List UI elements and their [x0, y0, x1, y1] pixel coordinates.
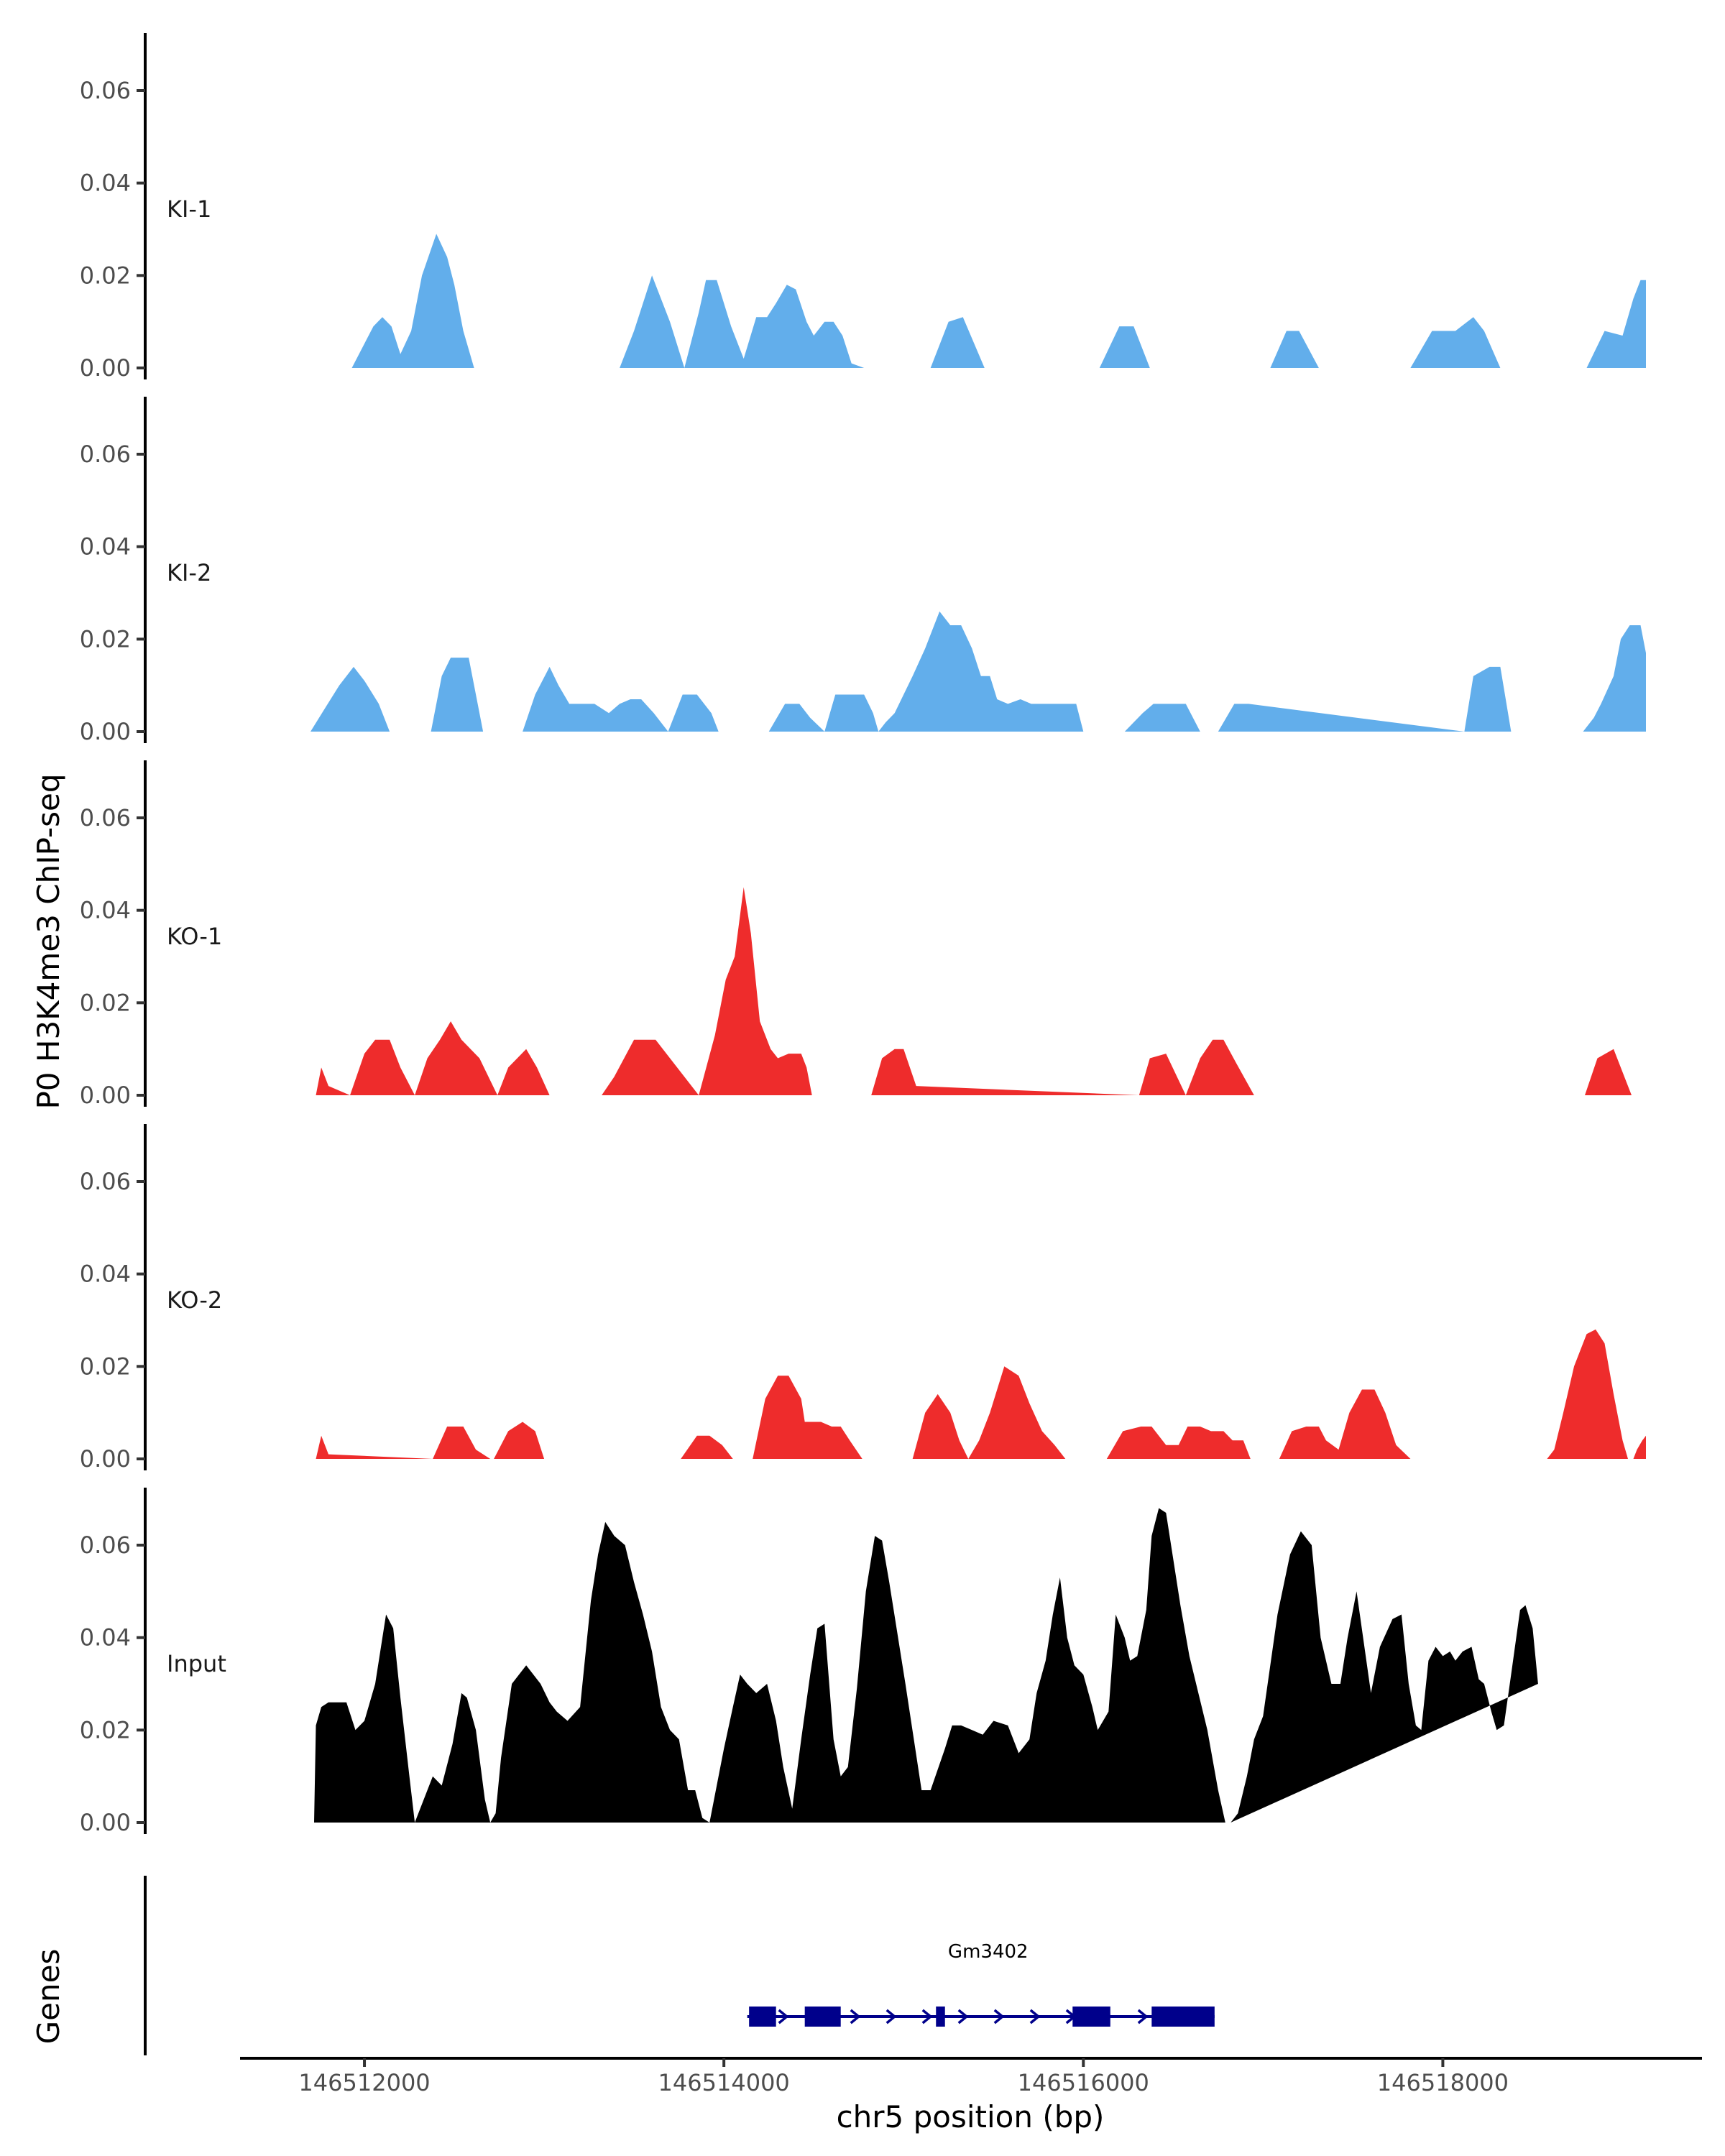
y-tick-label-ki-2: 0.06	[80, 441, 131, 468]
track-ki-1: 0.00 0.02 0.04 0.06 KI-1	[80, 33, 1646, 382]
gene-label: Gm3402	[948, 1941, 1029, 1963]
x-tick-label: 146518000	[1377, 2069, 1509, 2096]
gene-gm3402: Gm3402	[747, 1941, 1215, 2027]
x-axis: 146512000 146514000 146516000 146518000	[240, 2057, 1702, 2096]
gene-exon	[749, 2007, 776, 2027]
track-label-ki-2: KI-2	[167, 559, 211, 586]
y-tick-label-ko-1: 0.04	[80, 897, 131, 924]
track-ko-1: 0.00 0.02 0.04 0.06 KO-1	[80, 760, 1632, 1109]
track-label-input: Input	[167, 1650, 226, 1677]
y-tick-label-ki-1: 0.02	[80, 262, 131, 289]
y-tick-label-input: 0.06	[80, 1531, 131, 1559]
genes-track-title: Genes	[31, 1949, 66, 2045]
coverage-tracks: 0.00 0.02 0.04 0.06 KI-1 0.00 0.02 0.04 0.06 KI-2…	[80, 33, 1646, 1836]
track-label-ki-1: KI-1	[167, 195, 211, 223]
coverage-area-ko-2	[316, 1329, 1646, 1459]
y-axis-title: P0 H3K4me3 ChIP-seq	[31, 773, 66, 1109]
x-tick-label: 146512000	[298, 2069, 430, 2096]
gene-track: Gm3402	[144, 1876, 1215, 2055]
x-tick-label: 146516000	[1018, 2069, 1149, 2096]
x-tick-label: 146514000	[658, 2069, 790, 2096]
y-tick-label-ko-1: 0.02	[80, 989, 131, 1016]
y-tick-label-input: 0.02	[80, 1716, 131, 1743]
coverage-area-ko-1	[316, 887, 1632, 1095]
gene-exon	[1151, 2007, 1215, 2027]
y-tick-label-ko-1: 0.06	[80, 804, 131, 831]
strand-arrow-icon	[886, 2009, 897, 2024]
gene-exon	[936, 2007, 945, 2027]
track-ki-2: 0.00 0.02 0.04 0.06 KI-2	[80, 397, 1646, 745]
strand-arrow-icon	[1029, 2009, 1041, 2024]
y-tick-label-ki-1: 0.04	[80, 170, 131, 197]
y-tick-label-ki-2: 0.00	[80, 718, 131, 745]
strand-arrow-icon	[921, 2009, 933, 2024]
strand-arrow-icon	[850, 2009, 861, 2024]
coverage-area-ki-2	[310, 611, 1646, 732]
track-ko-2: 0.00 0.02 0.04 0.06 KO-2	[80, 1124, 1646, 1473]
strand-arrow-icon	[957, 2009, 969, 2024]
track-input: 0.00 0.02 0.04 0.06 Input	[80, 1488, 1538, 1836]
y-tick-label-input: 0.00	[80, 1809, 131, 1836]
gene-exon	[804, 2007, 841, 2027]
y-tick-label-ko-2: 0.00	[80, 1445, 131, 1473]
y-tick-label-ko-2: 0.04	[80, 1261, 131, 1288]
strand-arrow-icon	[1137, 2009, 1149, 2024]
track-label-ko-1: KO-1	[167, 923, 222, 950]
track-label-ko-2: KO-2	[167, 1286, 222, 1314]
x-axis-title: chr5 position (bp)	[837, 2099, 1105, 2134]
y-tick-label-ki-1: 0.00	[80, 354, 131, 382]
y-tick-label-ko-2: 0.02	[80, 1353, 131, 1380]
y-tick-label-ki-2: 0.04	[80, 533, 131, 561]
y-tick-label-ki-2: 0.02	[80, 625, 131, 653]
gene-exon	[1072, 2007, 1110, 2027]
strand-arrow-icon	[778, 2009, 789, 2024]
y-tick-label-ko-1: 0.00	[80, 1082, 131, 1109]
y-tick-label-ko-2: 0.06	[80, 1168, 131, 1195]
strand-arrow-icon	[993, 2009, 1005, 2024]
y-tick-label-input: 0.04	[80, 1624, 131, 1651]
y-tick-label-ki-1: 0.06	[80, 77, 131, 104]
coverage-area-input	[314, 1508, 1538, 1823]
